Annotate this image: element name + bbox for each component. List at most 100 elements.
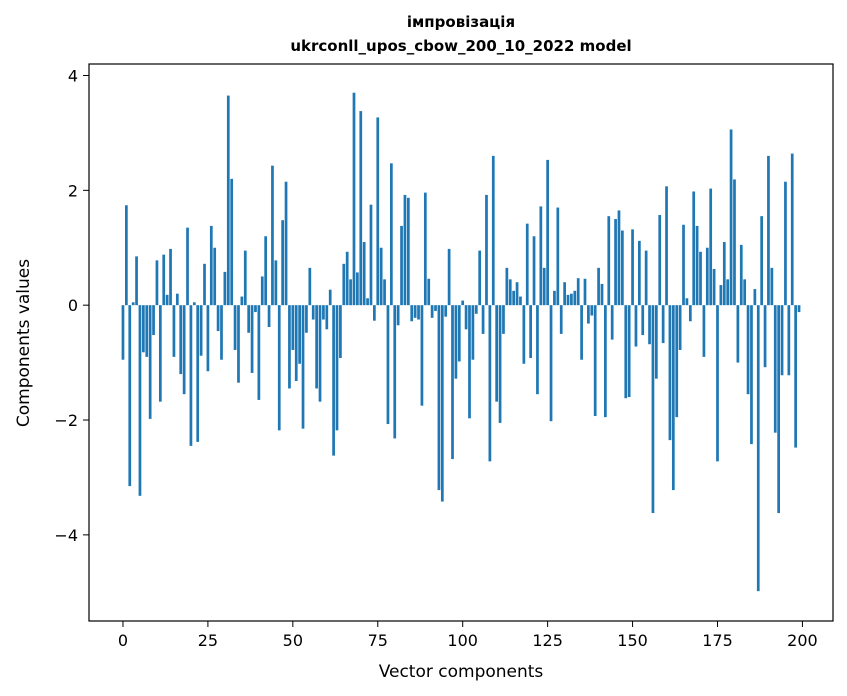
bar	[356, 272, 359, 305]
bar	[414, 305, 417, 318]
x-tick-label: 150	[617, 631, 648, 650]
bar	[128, 305, 131, 486]
bar	[648, 305, 651, 344]
bar	[295, 305, 298, 381]
bar	[706, 248, 709, 305]
bar	[376, 117, 379, 305]
bar	[254, 305, 257, 312]
bar	[407, 198, 410, 305]
bar	[200, 305, 203, 356]
bar	[631, 229, 634, 305]
bar	[730, 129, 733, 305]
bar	[397, 305, 400, 325]
bar	[767, 156, 770, 305]
bar	[570, 294, 573, 305]
bar	[604, 305, 607, 417]
bar	[635, 305, 638, 346]
bar	[580, 305, 583, 360]
bar	[261, 276, 264, 305]
bar	[539, 206, 542, 305]
bar	[234, 305, 237, 350]
x-tick-label: 125	[532, 631, 563, 650]
bar	[506, 268, 509, 305]
bar	[621, 231, 624, 306]
bar	[230, 179, 233, 305]
bar	[237, 305, 240, 383]
bar	[733, 179, 736, 305]
bar	[692, 191, 695, 305]
bar	[393, 305, 396, 438]
bar	[475, 305, 478, 314]
bar	[601, 284, 604, 305]
bar	[207, 305, 210, 371]
bar	[258, 305, 261, 400]
bar	[672, 305, 675, 490]
bar	[434, 305, 437, 311]
bar	[652, 305, 655, 513]
bar	[597, 268, 600, 305]
bar	[516, 282, 519, 305]
bar	[285, 182, 288, 305]
bar	[485, 195, 488, 305]
bar	[696, 226, 699, 305]
bar	[655, 305, 658, 379]
x-axis-ticks: 0 25 50 75 100 125 150 175 200	[118, 621, 818, 650]
bar	[556, 208, 559, 306]
bar	[353, 93, 356, 305]
bar	[573, 291, 576, 305]
bar	[757, 305, 760, 591]
bar	[176, 294, 179, 305]
bar	[346, 252, 349, 305]
bar	[502, 305, 505, 334]
bar	[777, 305, 780, 513]
bar	[689, 305, 692, 321]
bar	[271, 166, 274, 306]
bar	[563, 282, 566, 305]
bar	[784, 182, 787, 305]
y-axis-ticks: −4−2024	[54, 66, 89, 544]
bar	[400, 226, 403, 305]
bar	[713, 269, 716, 305]
bar	[590, 305, 593, 315]
bar	[770, 268, 773, 305]
bar	[641, 305, 644, 335]
bar	[567, 295, 570, 305]
bar	[444, 305, 447, 316]
bar	[427, 279, 430, 305]
bar	[359, 111, 362, 305]
bar	[682, 225, 685, 305]
chart-title-line2: ukrconll_upos_cbow_200_10_2022 model	[290, 37, 631, 55]
bar	[278, 305, 281, 430]
bar	[709, 189, 712, 306]
bar	[740, 245, 743, 305]
bar	[716, 305, 719, 461]
bar	[203, 264, 206, 305]
bar	[495, 305, 498, 401]
bar	[533, 236, 536, 305]
bar	[611, 305, 614, 339]
bar	[162, 255, 165, 306]
bar	[288, 305, 291, 388]
bar	[302, 305, 305, 428]
x-tick-label: 0	[118, 631, 128, 650]
x-tick-label: 25	[198, 631, 218, 650]
bar	[472, 305, 475, 360]
bar	[366, 298, 369, 305]
bar	[247, 305, 250, 333]
bar	[482, 305, 485, 334]
bar	[339, 305, 342, 358]
bar	[577, 278, 580, 305]
bar	[380, 248, 383, 305]
bar	[703, 305, 706, 357]
x-tick-label: 75	[368, 631, 388, 650]
bar	[638, 241, 641, 305]
bar	[308, 268, 311, 305]
bar	[645, 251, 648, 306]
bar	[264, 236, 267, 305]
bar	[658, 215, 661, 305]
bar	[624, 305, 627, 398]
bar	[342, 264, 345, 305]
bar	[227, 96, 230, 306]
bar	[224, 272, 227, 305]
